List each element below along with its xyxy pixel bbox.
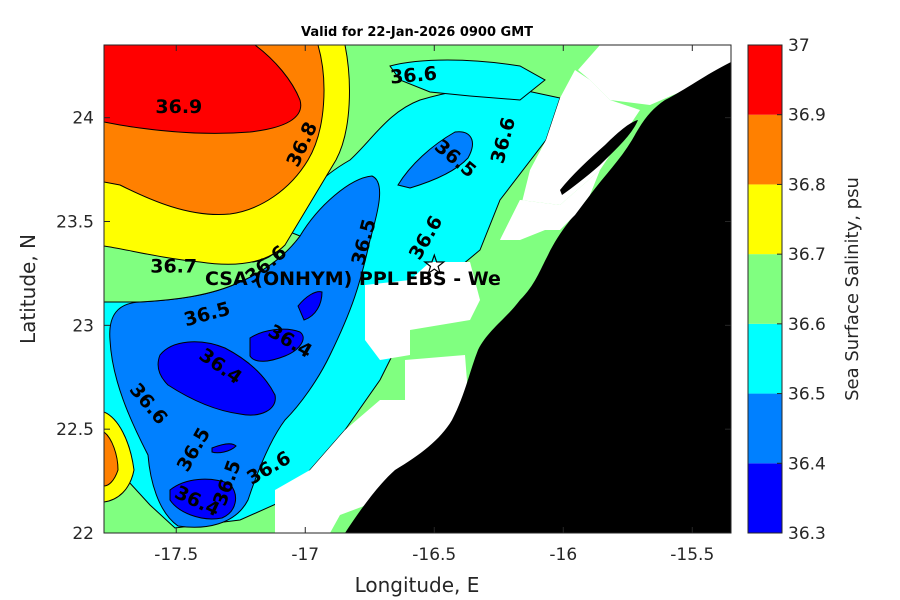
- band-36-9-region: [104, 45, 302, 134]
- band-36-3-patch-e: [169, 478, 237, 520]
- colorbar-tick-label: 36.4: [788, 454, 826, 474]
- nodata-region-middle: [480, 70, 640, 262]
- x-tick-label: -16.5: [412, 545, 456, 565]
- y-tick-label: 24: [72, 109, 94, 129]
- colorbar-tick-label: 36.5: [788, 385, 826, 405]
- x-tick-label: -15.5: [670, 545, 714, 565]
- y-axis: 22 22.5 23 23.5 24: [56, 109, 731, 544]
- colorbar-tick-label: 36.7: [788, 245, 826, 265]
- x-tick-label: -17.5: [154, 545, 198, 565]
- y-axis-label: Latitude, N: [16, 234, 40, 344]
- colorbar-tick-label: 36.9: [788, 106, 826, 126]
- chart-title: Valid for 22-Jan-2026 0900 GMT: [301, 25, 533, 40]
- land-white-inlet: [500, 170, 600, 240]
- colorbar-swatch: [748, 114, 782, 185]
- colorbar-tick-label: 36.3: [788, 524, 826, 544]
- contour-label: 36.6: [389, 63, 438, 89]
- site-marker-group: CSA (ONHYM) PPL EBS - We: [205, 253, 501, 290]
- y-tick-label: 23.5: [56, 213, 94, 233]
- site-label: CSA (ONHYM) PPL EBS - We: [205, 268, 501, 290]
- nodata-region-north: [578, 45, 731, 105]
- colorbar-frame: [747, 44, 783, 534]
- y-tick-label: 22.5: [56, 420, 94, 440]
- x-axis-label: Longitude, E: [355, 573, 480, 597]
- x-tick-label: -17: [291, 545, 319, 565]
- nodata-region-south: [275, 355, 470, 533]
- land-coastline: [345, 62, 731, 533]
- colorbar-tick-label: 36.6: [788, 315, 826, 335]
- colorbar-swatch: [748, 254, 782, 324]
- colorbar-tick-label: 37: [788, 36, 810, 56]
- x-tick-label: -16: [549, 545, 577, 565]
- land-peninsula: [560, 120, 638, 195]
- x-axis: -17.5 -17 -16.5 -16 -15.5: [154, 45, 714, 565]
- axes-frame: [103, 44, 732, 534]
- band-36-3-patch-d: [211, 443, 237, 454]
- band-36-3-patch-a: [157, 341, 276, 416]
- band-36-3-patch-b: [249, 328, 304, 362]
- band-36-4-northeast-patch: [397, 131, 473, 189]
- band-36-5-top-patch: [389, 59, 546, 101]
- band-36-3-patch-c: [297, 291, 323, 321]
- site-star-marker: [423, 253, 446, 275]
- colorbar-swatch: [748, 45, 782, 115]
- colorbar-swatch: [748, 393, 782, 464]
- colorbar-label: Sea Surface Salinity, psu: [842, 177, 863, 401]
- colorbar-swatch: [748, 463, 782, 533]
- colorbar-swatch: [748, 323, 782, 394]
- colorbar: 36.3 36.4 36.5 36.6 36.7 36.8 36.9 37: [747, 36, 826, 544]
- colorbar-tick-label: 36.8: [788, 175, 826, 195]
- y-tick-label: 23: [72, 316, 94, 336]
- contour-label: 36.9: [155, 96, 202, 118]
- y-tick-label: 22: [72, 524, 94, 544]
- nodata-region-coastal: [365, 262, 480, 360]
- contour-map: 36.936.836.636.636.536.636.536.7 36.636.5…: [104, 45, 731, 533]
- colorbar-swatch: [748, 184, 782, 255]
- contour-label: 36.7: [150, 256, 197, 278]
- band-36-8-southwest-core: [104, 431, 119, 487]
